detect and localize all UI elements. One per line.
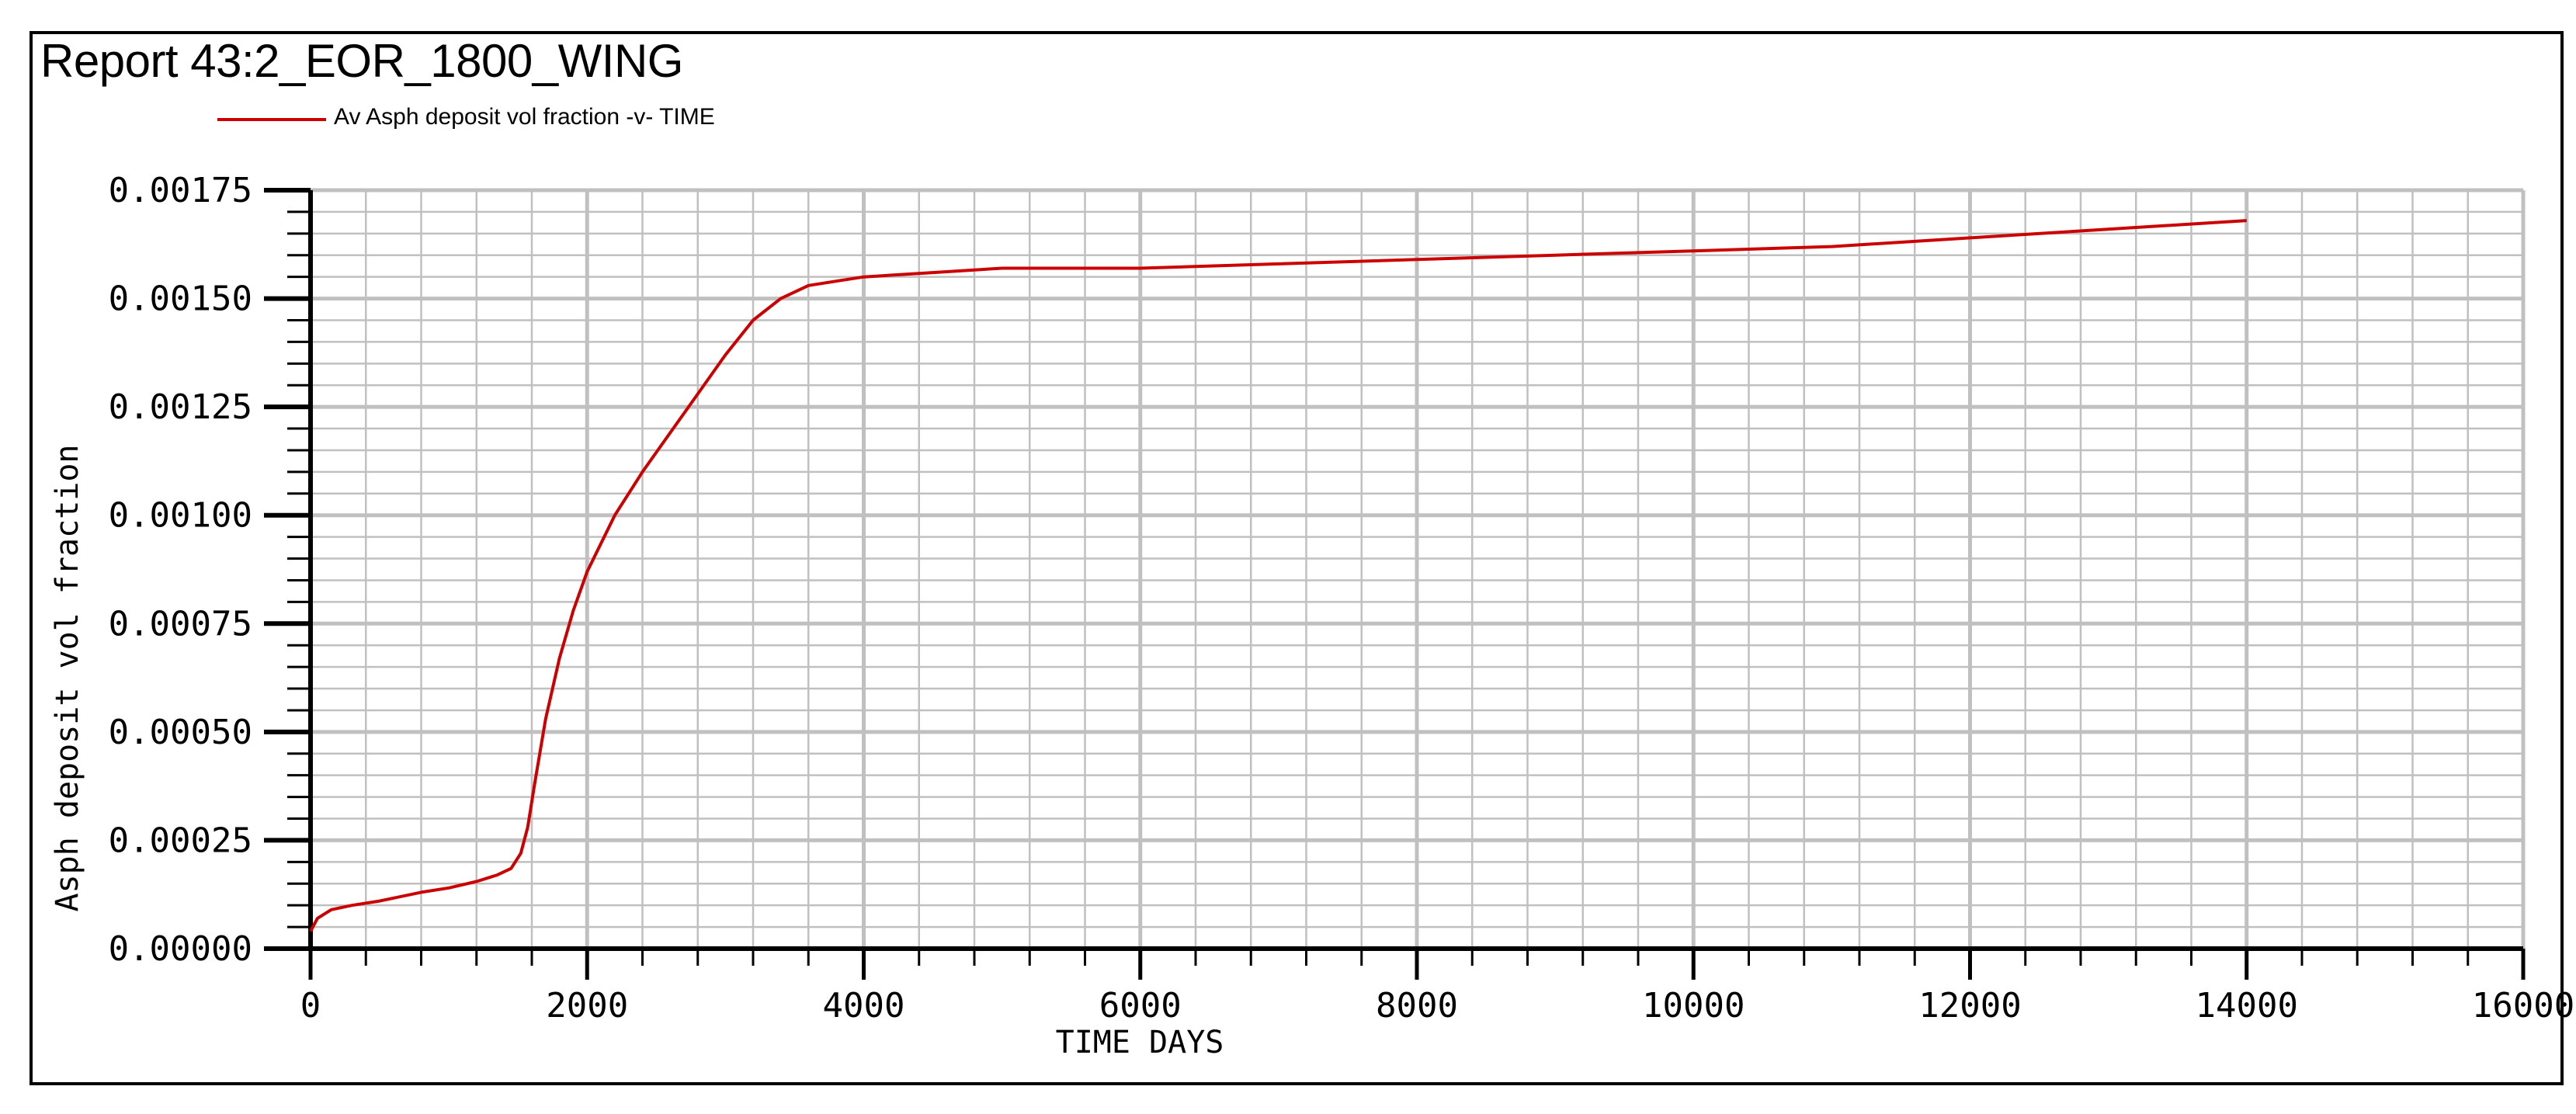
x-tick-label: 2000	[546, 986, 628, 1026]
legend-label: Av Asph deposit vol fraction -v- TIME	[334, 104, 715, 130]
report-title: Report 43:2_EOR_1800_WING	[40, 35, 683, 87]
series-line	[309, 219, 2247, 932]
x-tick-label: 16000	[2472, 986, 2574, 1026]
x-axis-title: TIME DAYS	[1056, 1025, 1224, 1060]
y-tick-label: 0.00075	[109, 604, 252, 644]
x-tick-label: 0	[300, 986, 321, 1026]
y-tick-label: 0.00175	[109, 171, 252, 210]
x-tick-label: 8000	[1376, 986, 1458, 1026]
y-tick-label: 0.00025	[109, 821, 252, 860]
x-tick-label: 12000	[1918, 986, 2021, 1026]
x-tick-label: 6000	[1099, 986, 1182, 1026]
series-layer	[309, 219, 2247, 932]
x-tick-label: 10000	[1642, 986, 1745, 1026]
y-tick-label: 0.00000	[109, 929, 252, 969]
labels: 0.00000 0.00025 0.00050 0.00075 0.00100 0.001…	[50, 171, 2574, 1060]
y-tick-label: 0.00050	[109, 713, 252, 752]
y-tick-label: 0.00100	[109, 496, 252, 536]
x-tick-label: 14000	[2196, 986, 2298, 1026]
ticks	[264, 188, 2526, 980]
grid	[311, 188, 2526, 949]
y-tick-label: 0.00150	[109, 279, 252, 319]
y-axis-title: Asph deposit vol fraction	[50, 444, 85, 911]
x-tick-label: 4000	[823, 986, 905, 1026]
legend-swatch	[217, 118, 326, 121]
y-tick-label: 0.00125	[109, 387, 252, 427]
